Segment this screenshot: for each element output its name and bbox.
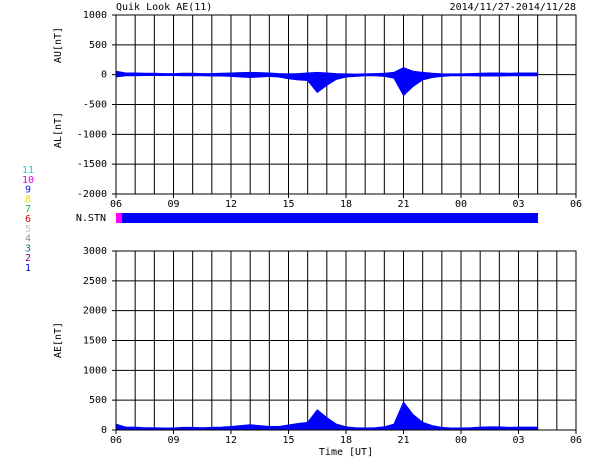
area-0	[115, 67, 539, 76]
y-tick-label: 500	[89, 395, 107, 406]
x-tick-label: 03	[512, 435, 524, 446]
station-legend: 2	[25, 253, 31, 264]
x-tick-label: 21	[397, 199, 409, 210]
station-legend: 8	[25, 194, 31, 205]
x-tick-label: 18	[340, 435, 352, 446]
station-legend: 11	[22, 165, 34, 176]
station-legend: 10	[22, 175, 34, 186]
y-tick-label: 500	[89, 40, 107, 51]
area-0	[115, 401, 539, 431]
x-tick-label: 06	[110, 199, 122, 210]
station-legend: 9	[25, 185, 31, 196]
station-label: N.STN	[76, 213, 106, 224]
area-1	[115, 74, 539, 97]
y-tick-label: -1500	[77, 159, 107, 170]
y-tick-label: 2500	[83, 276, 107, 287]
chart-title: Quik Look AE(11)	[116, 2, 212, 13]
y-tick-label: 0	[101, 70, 107, 81]
date-range: 2014/11/27-2014/11/28	[450, 2, 576, 13]
station-legend: 5	[25, 224, 31, 235]
y-tick-label: -2000	[77, 189, 107, 200]
x-tick-label: 06	[570, 199, 582, 210]
plot-border	[115, 14, 577, 195]
x-tick-label: 00	[455, 435, 467, 446]
y-tick-label: -500	[83, 100, 107, 111]
station-legend: 1	[25, 263, 31, 274]
y-tick-label: -1000	[77, 129, 107, 140]
y-tick-label: 1500	[83, 336, 107, 347]
y-tick-label: 1000	[83, 365, 107, 376]
y-tick-label: 1000	[83, 10, 107, 21]
x-tick-label: 09	[167, 435, 179, 446]
x-tick-label: 12	[225, 435, 237, 446]
station-bar	[116, 213, 538, 223]
y-tick-label: 3000	[83, 246, 107, 257]
x-tick-label: 15	[282, 435, 294, 446]
station-legend: 6	[25, 214, 31, 225]
y-axis-label: AE[nT]	[53, 322, 64, 358]
x-tick-label: 21	[397, 435, 409, 446]
y-tick-label: 0	[101, 425, 107, 436]
x-tick-label: 06	[570, 435, 582, 446]
station-bar-start	[116, 213, 122, 223]
station-legend: 3	[25, 243, 31, 254]
x-tick-label: 09	[167, 199, 179, 210]
station-legend: 7	[25, 204, 31, 215]
x-axis-label: Time [UT]	[319, 447, 373, 458]
station-legend: 4	[25, 234, 31, 245]
y-axis-label: AU[nT]	[53, 27, 64, 63]
x-tick-label: 00	[455, 199, 467, 210]
y-tick-label: 2000	[83, 306, 107, 317]
x-tick-label: 18	[340, 199, 352, 210]
x-tick-label: 03	[512, 199, 524, 210]
y-axis-label: AL[nT]	[53, 112, 64, 148]
x-tick-label: 15	[282, 199, 294, 210]
plot-border	[115, 250, 577, 431]
x-tick-label: 12	[225, 199, 237, 210]
x-tick-label: 06	[110, 435, 122, 446]
